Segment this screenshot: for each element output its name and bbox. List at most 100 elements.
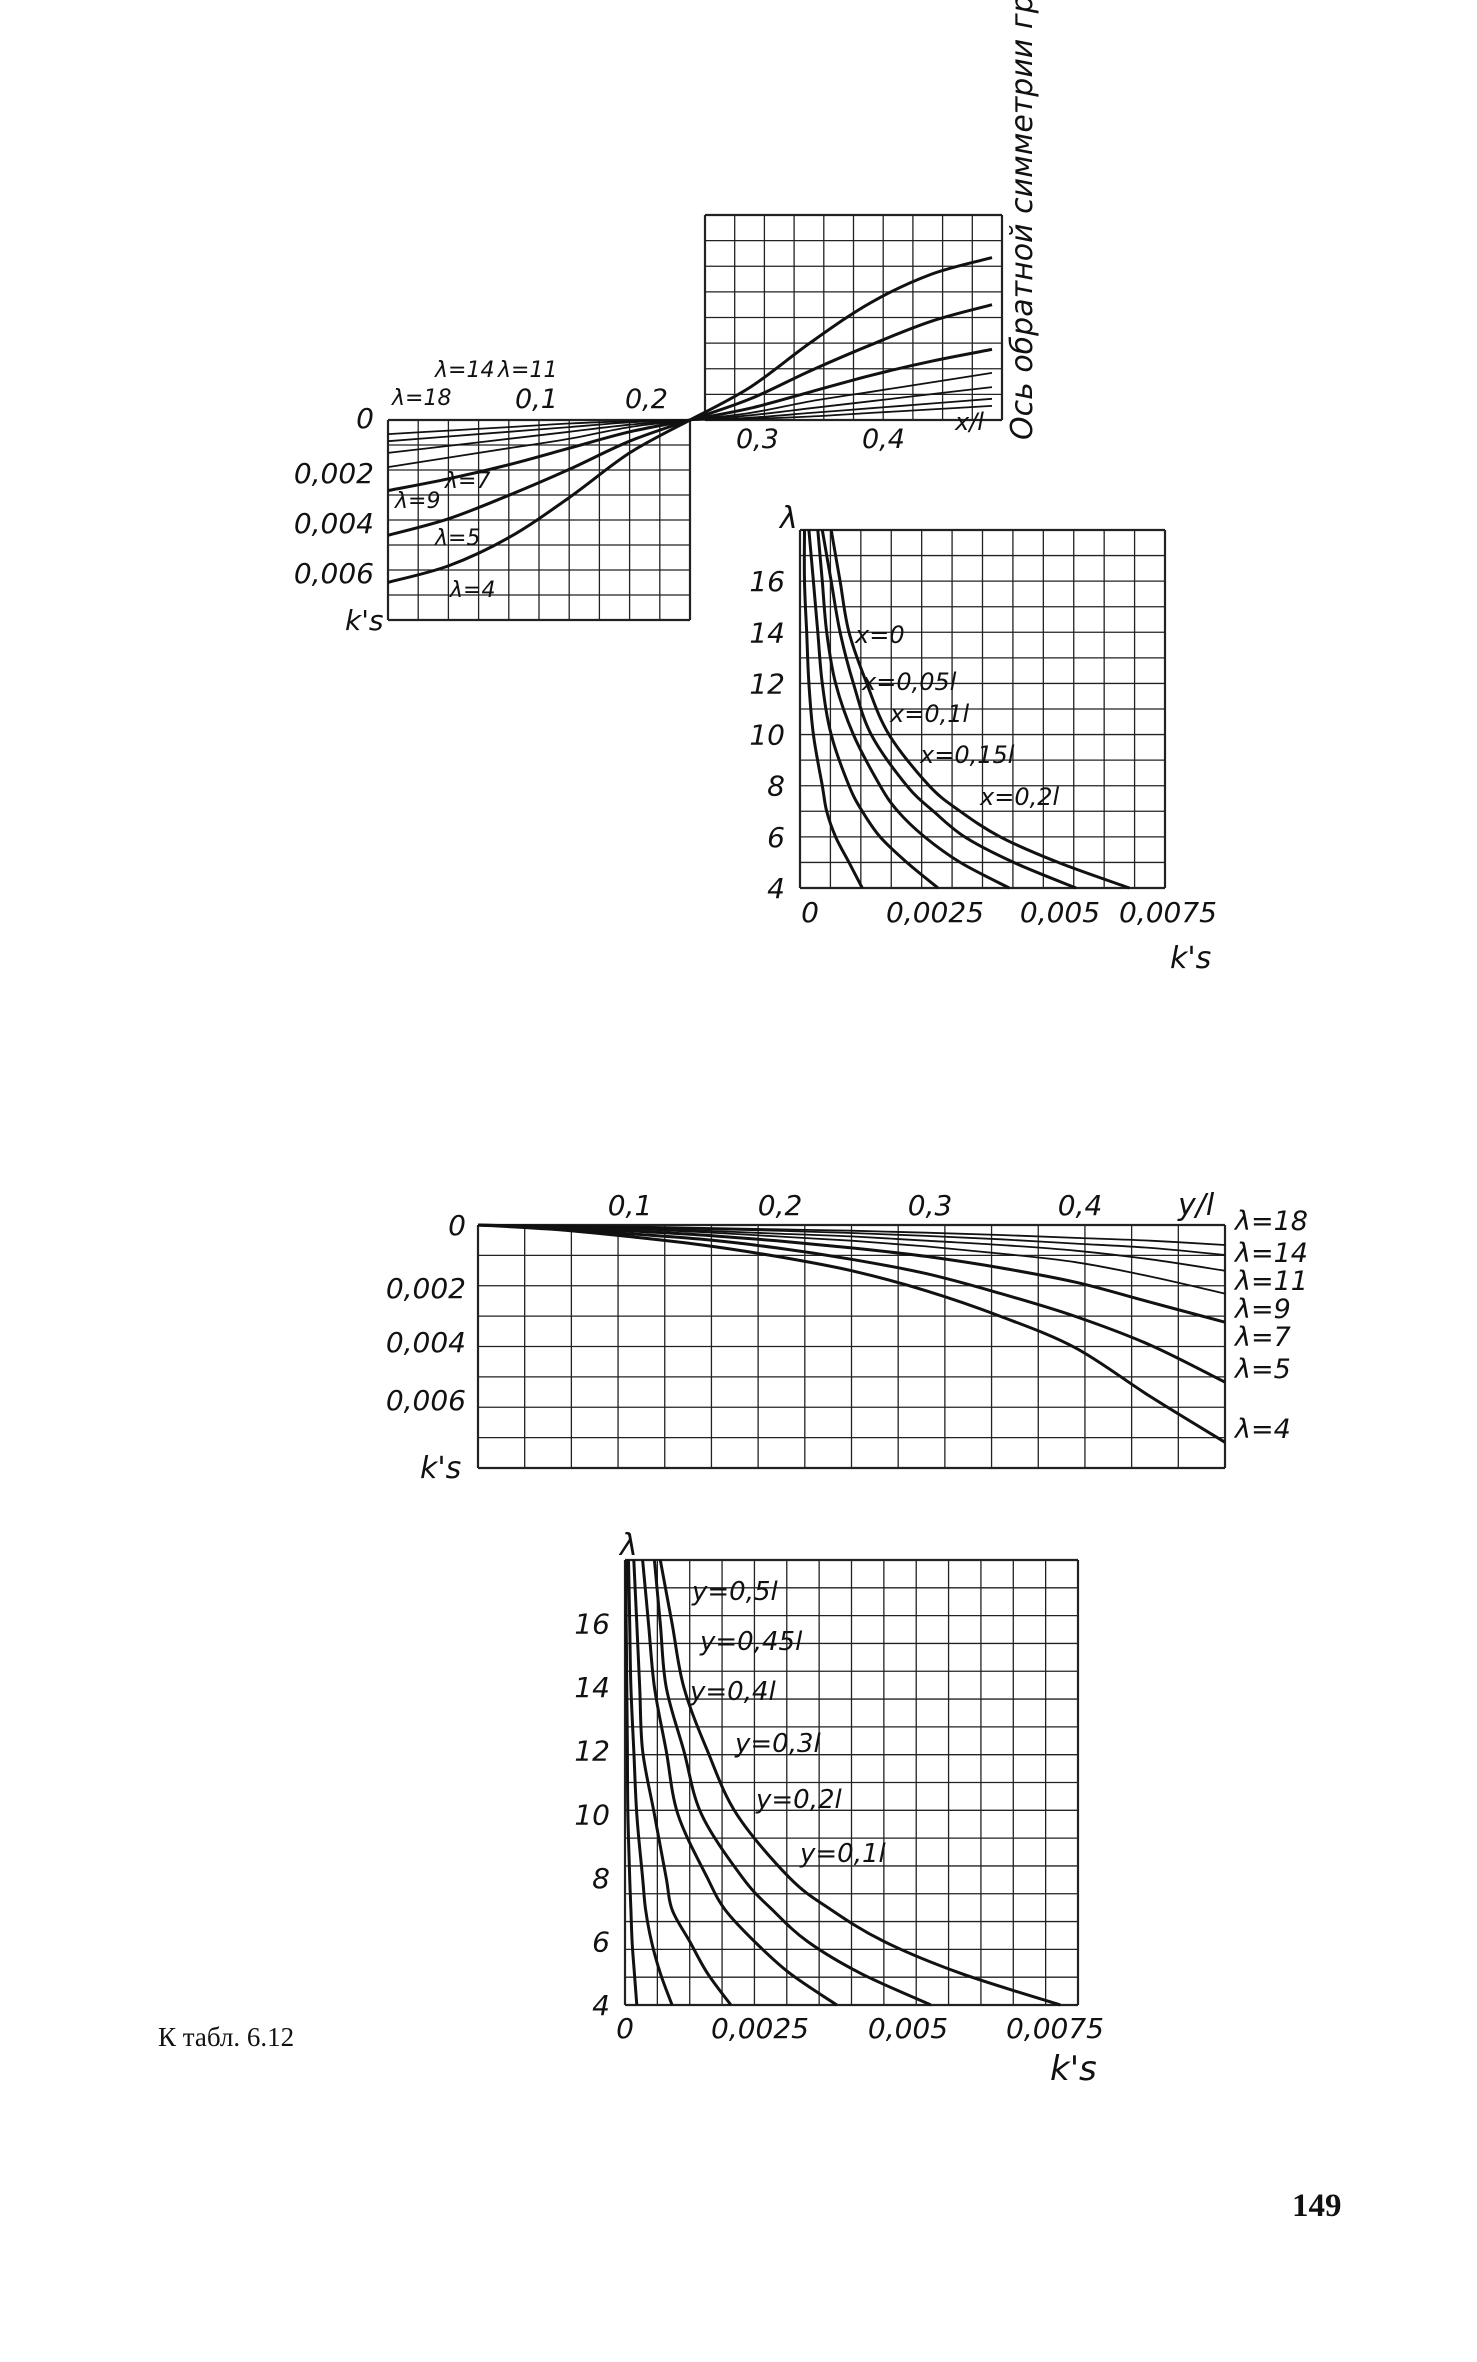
chart4-series-line	[627, 1559, 674, 2006]
chart1-x-tick-label: 0,4	[862, 424, 905, 455]
chart2-series-label: x=0,05l	[861, 668, 957, 696]
chart1-series-line-mirror	[689, 303, 993, 422]
chart1-y-axis-label: k's	[345, 604, 384, 637]
chart2-x-tick-label: 0,0025	[886, 896, 984, 929]
chart2-series-label: x=0,15l	[919, 741, 1015, 769]
chart1-x-tick-label: 0,1	[515, 384, 558, 415]
chart4-series-line	[624, 1559, 639, 2006]
chart2-y-tick-label: 10	[749, 719, 785, 752]
chart1-series-line-mirror	[689, 347, 993, 422]
chart4-series-label: y=0,1l	[799, 1839, 887, 1869]
chart1-series-line	[387, 418, 691, 493]
chart3-series-line	[477, 1224, 1226, 1295]
chart1-series-line-mirror	[689, 386, 993, 421]
chart3-y-tick-label: 0,002	[386, 1272, 466, 1305]
chart3-series-label: λ=18	[1233, 1206, 1308, 1237]
chart3-y-tick-label: 0	[448, 1209, 466, 1242]
chart4-series-label: y=0,5l	[691, 1577, 779, 1607]
chart4-x-tick-label: 0,0025	[711, 2012, 809, 2045]
chart1-x-tick-label: 0,3	[736, 424, 779, 455]
page-number: 149	[1292, 2188, 1342, 2224]
chart3-x-axis-label: y/l	[1177, 1188, 1215, 1223]
chart3-series-label: λ=7	[1233, 1322, 1291, 1353]
chart3-series-label: λ=4	[1233, 1414, 1291, 1445]
chart2-x-tick-label: 0,005	[1020, 896, 1100, 929]
chart2-y-axis-label: λ	[778, 501, 798, 536]
chart4-y-tick-label: 12	[574, 1735, 610, 1768]
chart1-series-line	[387, 419, 691, 435]
chart3-x-tick-label: 0,1	[608, 1189, 653, 1222]
chart4-y-tick-label: 4	[592, 1989, 610, 2022]
chart4-series-label: y=0,3l	[734, 1729, 822, 1759]
chart4-y-tick-label: 6	[592, 1925, 610, 1958]
chart1-series-line-mirror	[689, 372, 993, 421]
chart-ks-vs-x: λ=18 λ=14 λ=11 λ=9λ=7 λ=5 λ=4 0,1 0,2 0,3 0,4 0 0,0…	[294, 0, 1040, 637]
chart4-x-axis-label: k's	[1050, 2049, 1097, 2089]
chart2-y-tick-label: 4	[767, 872, 785, 905]
chart-ks-vs-y: λ=18λ=14λ=11λ=9λ=7λ=5 λ=4 0,1 0,2 0,3 0,4 0 0,0…	[386, 1188, 1308, 1486]
chart4-series-label: y=0,45l	[699, 1627, 803, 1657]
chart2-series-line	[829, 529, 1130, 890]
chart4-y-tick-label: 14	[574, 1671, 610, 1704]
chart3-x-tick-label: 0,3	[908, 1189, 953, 1222]
chart1-series-label: λ=7	[444, 469, 490, 494]
chart1-y-tick-label: 0	[356, 402, 374, 435]
chart2-x-tick-label: 0	[801, 896, 819, 929]
chart2-series-label: x=0,1l	[889, 700, 969, 728]
chart2-series-line	[820, 529, 1077, 890]
chart2-series-line	[816, 529, 1010, 890]
chart1-series-line-mirror	[689, 256, 993, 422]
chart2-series-line	[807, 529, 939, 890]
chart3-series-line	[477, 1223, 1226, 1324]
chart4-y-tick-label: 10	[574, 1798, 610, 1831]
chart1-series-line	[387, 418, 691, 537]
chart3-x-tick-label: 0,4	[1058, 1189, 1103, 1222]
chart3-series-line	[477, 1223, 1226, 1444]
chart4-series-label: y=0,4l	[689, 1677, 777, 1707]
chart2-x-axis-label: k's	[1170, 941, 1211, 976]
chart3-y-tick-label: 0,006	[386, 1384, 466, 1417]
chart2-y-tick-label: 8	[767, 770, 785, 803]
chart1-series-line	[387, 418, 691, 584]
chart4-series-label: y=0,2l	[755, 1785, 843, 1815]
chart3-x-tick-label: 0,2	[758, 1189, 803, 1222]
chart3-y-axis-label: k's	[420, 1451, 461, 1486]
chart1-series-label: λ=9	[394, 489, 440, 514]
chart4-y-tick-label: 8	[592, 1862, 610, 1895]
chart1-y-tick-label: 0,004	[294, 507, 374, 540]
chart1-series-label: λ=14	[434, 358, 494, 383]
chart4-x-tick-label: 0,0075	[1006, 2012, 1104, 2045]
chart3-series-label: λ=5	[1233, 1354, 1291, 1385]
chart3-y-tick-label: 0,004	[386, 1326, 466, 1359]
chart1-series-line	[387, 419, 691, 443]
chart1-series-label: λ=5	[434, 526, 480, 551]
chart-lambda-vs-ks-y: y=0,5l y=0,45l y=0,4l y=0,3l y=0,2l y=0,1l 0 0,…	[574, 1528, 1104, 2089]
chart1-series-line-mirror	[689, 405, 993, 421]
chart1-y-tick-label: 0,006	[294, 557, 374, 590]
chart1-x-axis-label: x/l	[954, 408, 984, 436]
chart2-series-label: x=0,2l	[979, 783, 1059, 811]
chart4-series-line	[632, 1559, 733, 2006]
chart2-x-tick-label: 0,0075	[1119, 896, 1217, 929]
chart1-series-label: λ=11	[497, 358, 557, 383]
chart1-x-tick-label: 0,2	[625, 384, 668, 415]
chart2-y-tick-label: 6	[767, 821, 785, 854]
chart4-series-line	[652, 1559, 932, 2007]
chart2-series-label: x=0	[854, 621, 905, 649]
chart2-y-tick-label: 16	[749, 565, 785, 598]
chart2-series-line	[802, 529, 864, 889]
chart4-x-tick-label: 0	[616, 2012, 634, 2045]
chart4-y-axis-label: λ	[618, 1528, 638, 1563]
chart3-series-line	[477, 1223, 1226, 1384]
chart1-y-tick-label: 0,002	[294, 457, 374, 490]
chart1-series-line-mirror	[689, 397, 993, 421]
chart4-y-tick-label: 16	[574, 1608, 610, 1641]
chart3-series-label: λ=11	[1233, 1266, 1308, 1297]
chart4-x-tick-label: 0,005	[868, 2012, 948, 2045]
chart3-series-label: λ=14	[1233, 1238, 1308, 1269]
chart4-series-line	[658, 1559, 1061, 2007]
chart3-series-label: λ=9	[1233, 1294, 1291, 1325]
chart4-series-line	[641, 1559, 838, 2007]
chart-lambda-vs-ks-x: x=0 x=0,05l x=0,1l x=0,15l x=0,2l 0 0,0025 0,00…	[749, 501, 1217, 976]
